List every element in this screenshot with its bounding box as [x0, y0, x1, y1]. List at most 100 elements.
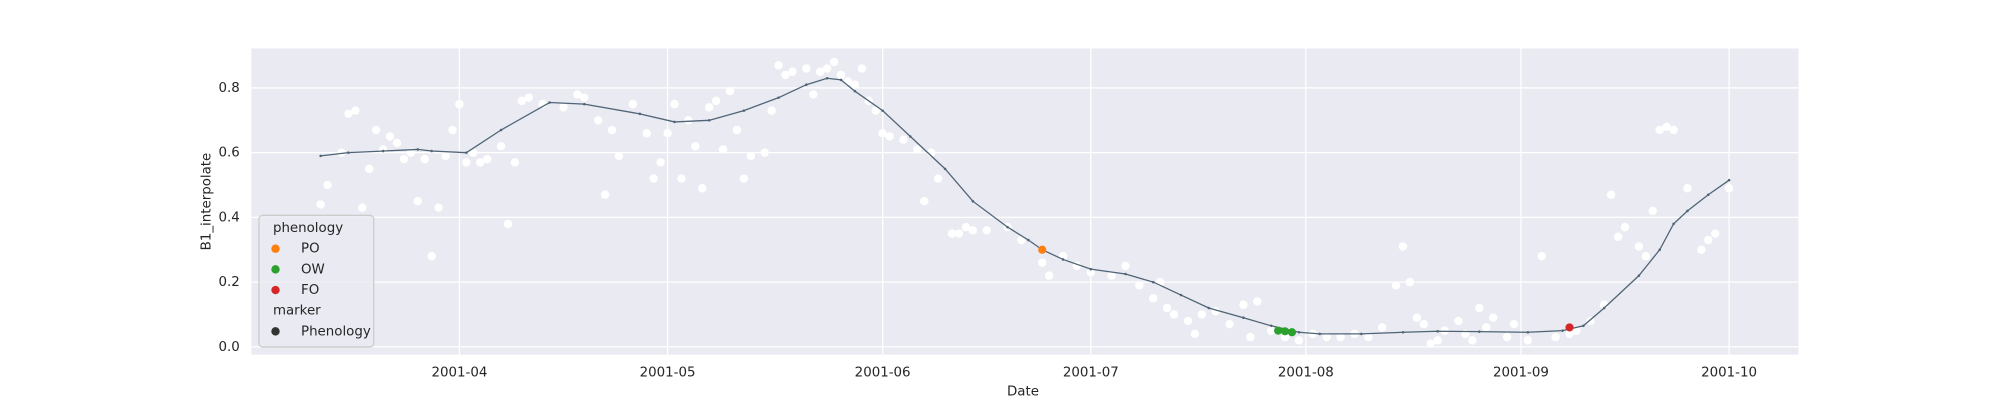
raw-point	[1655, 125, 1664, 135]
line-dot	[777, 96, 780, 99]
raw-point	[1107, 271, 1116, 280]
raw-point	[1280, 332, 1290, 342]
raw-point	[684, 116, 693, 125]
raw-point	[1641, 252, 1651, 261]
raw-point	[1412, 313, 1422, 322]
line-dot	[638, 112, 642, 116]
raw-point	[469, 148, 478, 157]
raw-point	[1162, 303, 1172, 313]
line-dot	[673, 120, 676, 124]
raw-point	[1662, 122, 1671, 131]
line-dot	[1478, 330, 1481, 333]
x-axis-label: Date	[1007, 385, 1039, 400]
raw-point	[378, 145, 388, 154]
line-dot	[1207, 306, 1211, 310]
raw-point	[704, 103, 714, 112]
raw-point	[802, 64, 811, 73]
raw-point	[1169, 310, 1179, 319]
legend-label: PO	[301, 242, 320, 257]
raw-point	[476, 158, 485, 167]
raw-point	[809, 90, 818, 99]
raw-point	[538, 99, 547, 109]
raw-point	[1364, 332, 1373, 342]
raw-point	[496, 141, 506, 151]
raw-point	[337, 148, 346, 157]
legend-box	[258, 214, 375, 348]
raw-point	[1697, 245, 1706, 254]
legend-marker	[271, 285, 280, 295]
raw-point	[420, 154, 429, 164]
raw-point	[1398, 242, 1408, 251]
raw-point	[1377, 323, 1387, 332]
x-tick-label: 2001-07	[1063, 365, 1119, 380]
y-tick-label: 0.4	[219, 210, 240, 225]
line-dot	[319, 154, 322, 158]
raw-point	[406, 148, 416, 157]
raw-point	[1606, 190, 1616, 199]
raw-point	[427, 252, 436, 261]
raw-point	[739, 174, 749, 183]
raw-point	[559, 103, 568, 112]
line-dot	[1401, 330, 1405, 334]
line-dot	[1706, 193, 1710, 197]
raw-point	[1405, 277, 1415, 287]
raw-point	[358, 203, 367, 212]
raw-point	[663, 129, 672, 138]
raw-point	[1044, 271, 1054, 280]
raw-point	[351, 106, 360, 115]
plot-area	[251, 48, 1799, 355]
line-dot	[707, 119, 711, 122]
raw-point	[829, 57, 839, 67]
raw-point	[1038, 258, 1047, 267]
raw-point	[691, 141, 700, 151]
line-dot	[1297, 330, 1301, 334]
raw-point	[1482, 323, 1491, 332]
x-tick-label: 2001-06	[855, 365, 911, 380]
raw-point	[1149, 294, 1158, 303]
raw-point	[670, 99, 679, 109]
raw-point	[1183, 316, 1193, 326]
raw-point	[1620, 222, 1630, 232]
raw-point	[607, 125, 617, 135]
raw-point	[836, 70, 846, 80]
line-dot	[742, 109, 746, 112]
legend-title: phenology	[273, 221, 343, 236]
raw-point	[1565, 329, 1574, 339]
raw-point	[774, 61, 783, 70]
x-tick-label: 2001-05	[640, 365, 696, 380]
raw-point	[961, 222, 971, 232]
raw-point	[1537, 252, 1546, 261]
raw-point	[1488, 313, 1498, 322]
raw-point	[385, 132, 395, 141]
legend-marker	[271, 265, 280, 274]
raw-point	[920, 196, 929, 206]
raw-point	[1017, 235, 1026, 245]
raw-point	[614, 151, 624, 161]
y-axis-label: B1_interpolate	[200, 153, 215, 251]
raw-point	[885, 132, 894, 141]
raw-point	[725, 86, 735, 96]
raw-point	[517, 96, 527, 106]
raw-point	[815, 67, 825, 76]
phenology-point	[1274, 326, 1283, 335]
phenology-point	[1280, 327, 1290, 336]
raw-point	[760, 148, 769, 157]
raw-point	[913, 145, 922, 154]
raw-point	[1426, 339, 1435, 348]
raw-point	[1669, 125, 1678, 135]
line-dot	[1686, 209, 1689, 213]
line-dot	[1061, 258, 1065, 261]
raw-point	[1419, 319, 1429, 329]
raw-point	[1086, 268, 1095, 277]
x-tick-label: 2001-09	[1493, 365, 1549, 380]
raw-point	[677, 174, 686, 183]
raw-point	[781, 70, 790, 80]
raw-point	[392, 138, 402, 148]
legend-label: FO	[301, 283, 319, 298]
raw-point	[413, 196, 422, 206]
line-dot	[548, 101, 551, 104]
line-dot	[1318, 332, 1322, 336]
phenology-point	[1287, 328, 1297, 337]
x-tick-label: 2001-08	[1278, 365, 1334, 380]
